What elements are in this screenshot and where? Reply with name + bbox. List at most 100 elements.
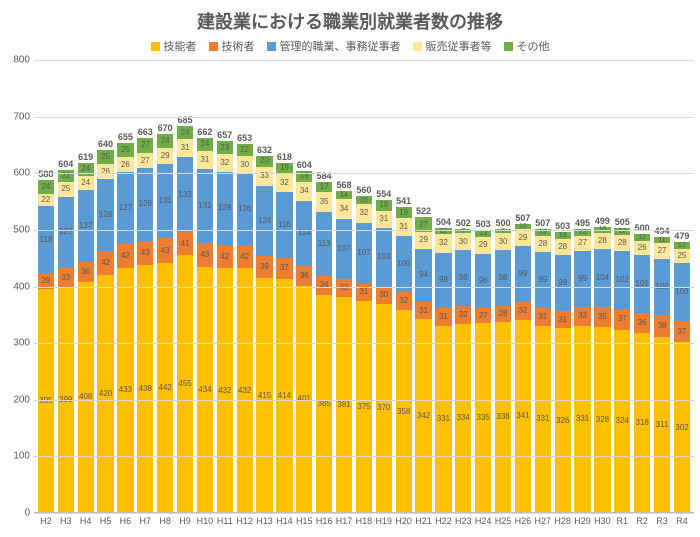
segment-value-label: 335 [477, 414, 490, 422]
bar-column: 604399331272522H3 [56, 170, 76, 513]
bar-segment-s3: 94 [415, 249, 431, 302]
y-axis-label: 800 [13, 55, 30, 66]
segment-value-label: 415 [258, 392, 271, 400]
bar-column: 500318361012612R2 [632, 234, 652, 513]
bar-segment-s3: 107 [356, 223, 372, 284]
segment-value-label: 32 [399, 297, 408, 305]
segment-value-label: 98 [439, 276, 448, 284]
segment-value-label: 26 [638, 244, 647, 252]
bar-segment-s4: 29 [475, 237, 491, 253]
segment-value-label: 31 [419, 307, 428, 315]
bar-segment-s4: 31 [197, 151, 213, 169]
segment-value-label: 126 [238, 205, 251, 213]
y-axis-label: 400 [13, 281, 30, 292]
chart-title: 建設業における職業別就業者数の推移 [0, 0, 700, 34]
bar-segment-s5: 24 [177, 126, 193, 140]
bar-segment-s1: 324 [614, 330, 630, 513]
bar-stack: 50433131983212 [435, 228, 451, 513]
segment-value-label: 32 [359, 209, 368, 217]
segment-value-label: 34 [300, 187, 309, 195]
bar-total-label: 670 [158, 123, 173, 133]
bar-segment-s5: 19 [396, 207, 412, 218]
bar-segment-s3: 131 [157, 164, 173, 238]
bar-segment-s2: 32 [455, 306, 471, 324]
segment-value-label: 42 [101, 259, 110, 267]
segment-value-label: 42 [121, 252, 130, 260]
segment-value-label: 31 [558, 316, 567, 324]
bar-segment-s1: 414 [276, 279, 292, 513]
bar-column: 499328351042810H30 [593, 227, 613, 513]
segment-value-label: 104 [596, 274, 609, 282]
bar-stack: 554370301033119 [376, 200, 392, 513]
bar-segment-s2: 36 [634, 313, 650, 333]
segment-value-label: 28 [499, 310, 508, 318]
x-axis-category-label: H7 [140, 516, 152, 526]
x-axis-category-label: H22 [435, 516, 452, 526]
segment-value-label: 7 [461, 228, 465, 235]
segment-value-label: 331 [576, 415, 589, 423]
bar-column: 50332631992813H28 [553, 232, 573, 513]
segment-value-label: 30 [240, 161, 249, 169]
x-axis-category-label: H3 [60, 516, 72, 526]
segment-value-label: 318 [636, 419, 649, 427]
bar-segment-s4: 32 [217, 154, 233, 172]
segment-value-label: 42 [220, 253, 229, 261]
legend-label: その他 [517, 38, 550, 54]
bar-column: 640420421282625H5 [96, 150, 116, 513]
bar-segment-s1: 420 [97, 275, 113, 513]
segment-value-label: 434 [198, 386, 211, 394]
bar-total-label: 604 [58, 159, 73, 169]
segment-value-label: 27 [578, 239, 587, 247]
bar-segment-s2: 42 [117, 244, 133, 268]
gridline [34, 173, 694, 174]
bar-segment-s2: 27 [475, 308, 491, 323]
bar-segment-s4: 26 [117, 157, 133, 172]
segment-value-label: 30 [379, 291, 388, 299]
bar-segment-s1: 433 [117, 268, 133, 513]
bar-segment-s3: 102 [614, 251, 630, 309]
bar-segment-s4: 33 [256, 167, 272, 186]
segment-value-label: 15 [360, 197, 368, 204]
bar-segment-s3: 98 [435, 253, 451, 308]
bar-segment-s4: 24 [78, 176, 94, 190]
segment-value-label: 36 [81, 268, 90, 276]
segment-value-label: 7 [501, 228, 505, 235]
bar-stack: 653432421263022 [237, 144, 253, 513]
segment-value-label: 118 [40, 236, 53, 244]
bar-segment-s3: 99 [574, 251, 590, 307]
bar-segment-s3: 100 [396, 236, 412, 293]
bar-segment-s1: 326 [555, 328, 571, 513]
bar-segment-s1: 341 [515, 320, 531, 513]
bar-total-label: 662 [197, 127, 212, 137]
segment-value-label: 43 [141, 249, 150, 257]
x-axis-category-label: H8 [159, 516, 171, 526]
bar-total-label: 479 [674, 231, 689, 241]
segment-value-label: 13 [559, 232, 567, 239]
x-axis-category-label: R2 [636, 516, 648, 526]
segment-value-label: 331 [437, 415, 450, 423]
x-axis-category-label: H2 [40, 516, 52, 526]
segment-value-label: 331 [536, 415, 549, 423]
segment-value-label: 43 [161, 247, 170, 255]
bar-segment-s5: 25 [97, 150, 113, 164]
bar-segment-s2: 28 [495, 306, 511, 322]
bar-segment-s2: 31 [535, 308, 551, 326]
bar-total-label: 554 [376, 189, 391, 199]
bar-stack: 604401361143419 [296, 171, 312, 513]
segment-value-label: 28 [558, 243, 567, 251]
bar-segment-s4: 27 [654, 243, 670, 258]
segment-value-label: 31 [200, 156, 209, 164]
bar-segment-s4: 27 [574, 236, 590, 251]
bar-segment-s5: 19 [376, 200, 392, 211]
bar-column: 619408361272424H4 [76, 163, 96, 513]
x-axis-category-label: H13 [256, 516, 273, 526]
bar-segment-s1: 335 [475, 323, 491, 513]
segment-value-label: 25 [121, 146, 130, 154]
segment-value-label: 131 [198, 202, 211, 210]
bar-stack: 49533133992712 [574, 229, 590, 513]
segment-value-label: 37 [618, 315, 627, 323]
y-axis-label: 100 [13, 451, 30, 462]
bar-segment-s5: 24 [38, 180, 54, 194]
segment-value-label: 324 [616, 417, 629, 425]
bar-segment-s1: 334 [455, 324, 471, 513]
